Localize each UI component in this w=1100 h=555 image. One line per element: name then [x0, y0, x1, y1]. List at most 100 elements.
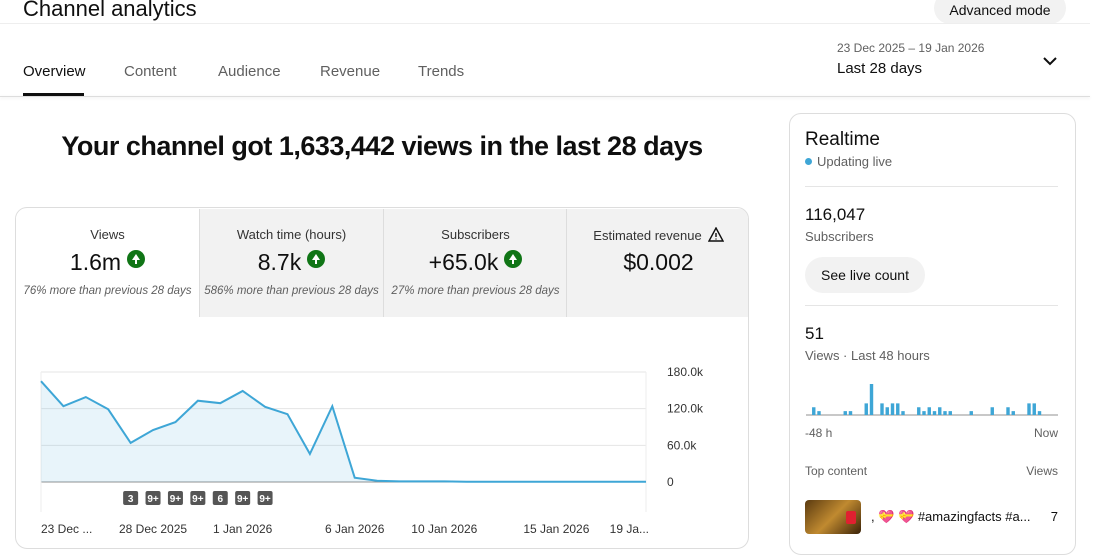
- realtime-title: Realtime: [805, 129, 880, 150]
- warning-icon: [707, 226, 724, 242]
- metric-tab[interactable]: Views 1.6m 76% more than previous 28 days: [16, 209, 199, 317]
- warning-shape: [707, 226, 724, 242]
- bar: [1032, 403, 1036, 415]
- bar: [843, 411, 847, 415]
- subscriber-count: 116,047: [805, 205, 866, 224]
- annotation[interactable]: 6: [212, 491, 228, 505]
- metric-value: $0.002: [623, 249, 694, 275]
- annotation-label: 9+: [259, 494, 271, 505]
- bar: [1027, 403, 1031, 415]
- annotation[interactable]: 9+: [190, 491, 206, 505]
- bar: [969, 411, 973, 415]
- bar: [932, 411, 937, 415]
- annotation[interactable]: 9+: [167, 491, 183, 505]
- date-range: 23 Dec 2025 – 19 Jan 2026: [837, 41, 985, 55]
- metric-note: 586% more than previous 28 days: [204, 285, 379, 297]
- metric-tab[interactable]: Subscribers +65.0k 27% more than previous …: [383, 209, 567, 317]
- metric-label-row: Subscribers: [384, 227, 567, 242]
- thumbnail: [805, 500, 861, 534]
- x-tick-label: 6 Jan 2026: [325, 522, 385, 535]
- headline: Your channel got 1,633,442 views in the …: [61, 131, 703, 161]
- x-tick-label: 28 Dec 2025: [119, 522, 187, 535]
- bar: [885, 407, 889, 415]
- up-icon: [127, 250, 146, 268]
- annotation-label: 9+: [147, 494, 159, 505]
- annotation-label: 9+: [170, 494, 182, 505]
- annotation-box: [145, 491, 161, 505]
- tab[interactable]: Audience: [218, 63, 281, 80]
- metric-label: Watch time (hours): [236, 227, 347, 242]
- bar: [938, 407, 942, 415]
- bar: [943, 411, 947, 415]
- x-tick-label: Now: [1034, 426, 1058, 440]
- x-tick-label: 23 Dec ...: [41, 522, 92, 535]
- metric-tab[interactable]: Watch time (hours) 8.7k 586% more than pre…: [199, 209, 383, 317]
- metric-value-row: $0.002: [567, 249, 748, 276]
- header-divider: [0, 96, 1090, 97]
- metric-tab[interactable]: Estimated revenue $0.002: [566, 209, 748, 317]
- tab[interactable]: Revenue: [320, 63, 381, 80]
- x-tick-label: 1 Jan 2026: [213, 522, 273, 535]
- bar: [922, 411, 926, 415]
- bar: [896, 403, 900, 415]
- realtime-bar-chart: -48 h Now: [805, 384, 1058, 440]
- annotation[interactable]: 9+: [235, 491, 251, 505]
- tab[interactable]: Overview: [23, 63, 86, 80]
- metric-value-row: +65.0k: [384, 249, 567, 276]
- metric-note: 76% more than previous 28 days: [23, 285, 192, 297]
- metric-value: +65.0k: [428, 249, 499, 275]
- bar: [817, 411, 821, 415]
- annotation-box: [190, 491, 206, 505]
- up-icon: [307, 250, 326, 268]
- views-label: Views · Last 48 hours: [805, 348, 930, 363]
- metric-note: 27% more than previous 28 days: [391, 285, 560, 297]
- annotation[interactable]: 3: [123, 491, 139, 505]
- annotation-box: [167, 491, 183, 505]
- content-title[interactable]: , 💝 💝 #amazingfacts #a...: [871, 509, 1031, 524]
- x-tick-label: 10 Jan 2026: [411, 522, 477, 535]
- annotation-box: [212, 491, 228, 505]
- bar: [812, 407, 816, 415]
- divider: [805, 305, 1058, 306]
- page-title: Channel analytics: [23, 0, 197, 21]
- subscriber-label: Subscribers: [805, 229, 874, 244]
- annotation[interactable]: 9+: [145, 491, 161, 505]
- bar: [848, 411, 853, 415]
- metric-value-row: 1.6m: [16, 249, 199, 276]
- views-count: 51: [805, 324, 824, 343]
- tab-underline: [23, 93, 84, 96]
- top-content-header: Top content: [805, 464, 868, 478]
- tab[interactable]: Content: [124, 63, 177, 80]
- bar: [1006, 407, 1010, 415]
- y-tick-label: 60.0k: [667, 438, 697, 452]
- y-tick-label: 0: [667, 475, 674, 489]
- bar: [890, 403, 895, 415]
- annotation[interactable]: 9+: [257, 491, 273, 505]
- metric-value-row: 8.7k: [200, 249, 383, 276]
- bar: [917, 407, 921, 415]
- bar: [1011, 411, 1015, 415]
- annotation-label: 6: [217, 494, 223, 505]
- y-tick-label: 120.0k: [667, 402, 704, 416]
- advanced-mode-button[interactable]: Advanced mode: [934, 0, 1066, 24]
- x-tick-label: 15 Jan 2026: [523, 522, 589, 535]
- annotation-label: 9+: [237, 494, 249, 505]
- bar: [990, 407, 994, 415]
- dropdown-icon[interactable]: [1042, 54, 1058, 68]
- realtime-card: [789, 113, 1076, 555]
- x-tick-label: 19 Ja...: [610, 522, 649, 535]
- realtime-status: Updating live: [817, 154, 893, 169]
- tab[interactable]: Trends: [418, 63, 465, 80]
- date-period: Last 28 days: [837, 60, 923, 77]
- divider: [805, 186, 1058, 187]
- metric-label-row: Estimated revenue: [567, 226, 748, 243]
- live-count-button[interactable]: See live count: [805, 257, 925, 293]
- up-icon: [504, 250, 523, 268]
- metrics-card: Views 1.6m 76% more than previous 28 days W…: [15, 207, 749, 549]
- metric-label: Subscribers: [441, 227, 510, 242]
- annotation-box: [257, 491, 273, 505]
- annotation-label: 3: [128, 494, 134, 505]
- bar: [927, 407, 931, 415]
- annotation-box: [235, 491, 251, 505]
